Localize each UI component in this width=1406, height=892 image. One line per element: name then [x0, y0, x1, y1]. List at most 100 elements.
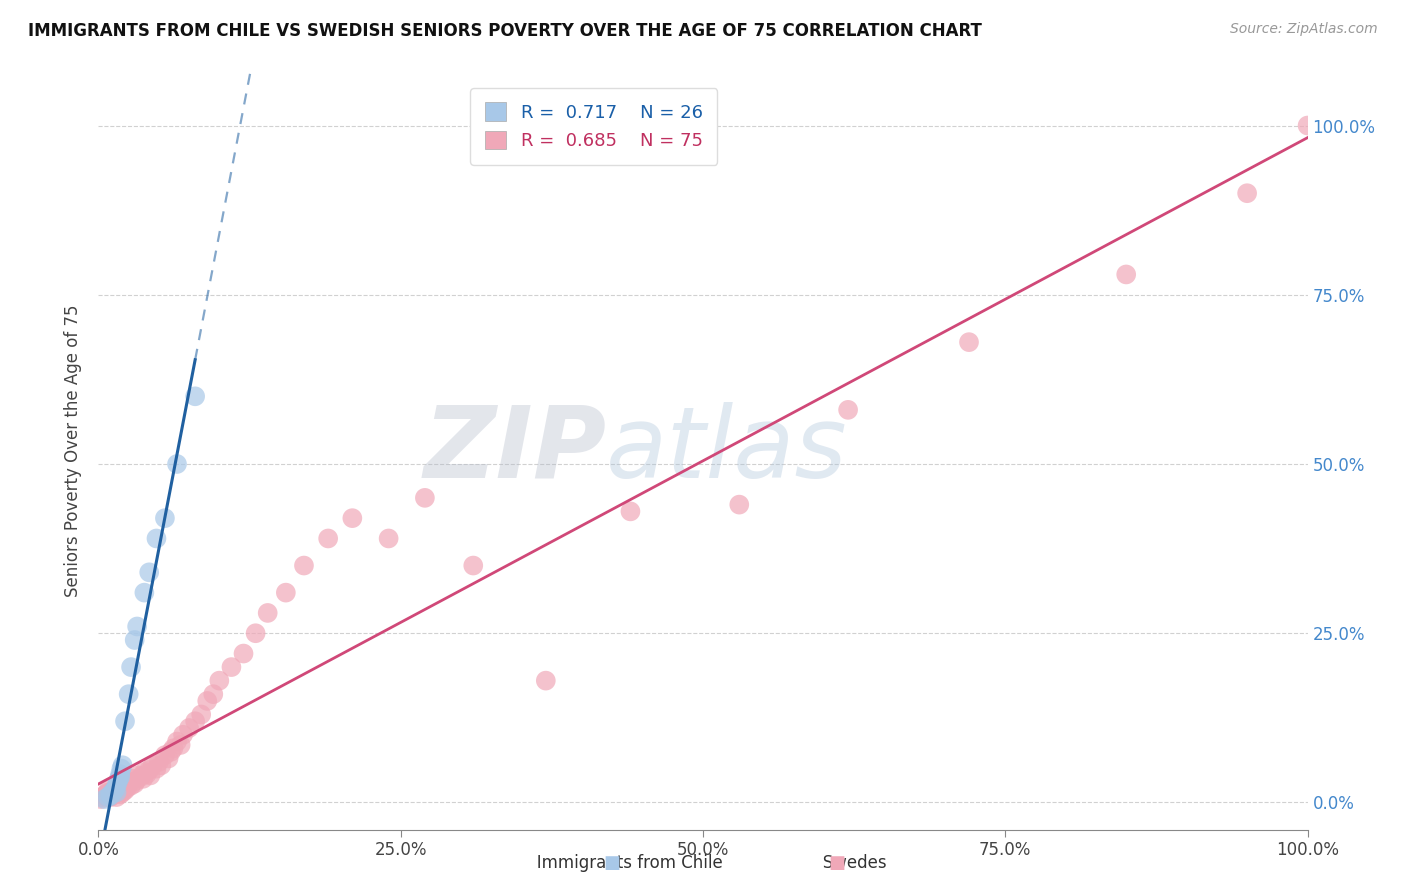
- Point: [110, 781, 132, 796]
- Point: [184, 714, 207, 729]
- Point: [127, 768, 149, 782]
- Point: [184, 389, 207, 403]
- Point: [100, 790, 122, 805]
- Text: atlas: atlas: [606, 402, 848, 499]
- Point: [127, 619, 149, 633]
- Point: [125, 773, 148, 788]
- Point: [108, 783, 131, 797]
- Point: [208, 673, 231, 688]
- Point: [139, 768, 162, 782]
- Point: [957, 335, 980, 350]
- Point: [145, 532, 167, 546]
- Text: ZIP: ZIP: [423, 402, 606, 499]
- Text: Source: ZipAtlas.com: Source: ZipAtlas.com: [1230, 22, 1378, 37]
- Point: [105, 785, 128, 799]
- Point: [172, 728, 194, 742]
- Point: [202, 687, 225, 701]
- Point: [105, 779, 128, 793]
- Point: [134, 764, 156, 779]
- Point: [169, 738, 191, 752]
- Point: [342, 511, 364, 525]
- Point: [153, 511, 176, 525]
- Point: [138, 566, 160, 580]
- Point: [1236, 186, 1258, 201]
- Point: [110, 762, 132, 776]
- Text: IMMIGRANTS FROM CHILE VS SWEDISH SENIORS POVERTY OVER THE AGE OF 75 CORRELATION : IMMIGRANTS FROM CHILE VS SWEDISH SENIORS…: [28, 22, 981, 40]
- Point: [221, 660, 243, 674]
- Point: [837, 402, 859, 417]
- Point: [166, 457, 188, 471]
- Point: [105, 790, 128, 805]
- Point: [179, 721, 201, 735]
- Point: [150, 758, 173, 772]
- Point: [148, 755, 170, 769]
- Point: [104, 785, 127, 799]
- Point: [104, 781, 127, 796]
- Point: [377, 532, 399, 546]
- Point: [97, 790, 120, 805]
- Point: [132, 772, 155, 786]
- Point: [166, 734, 188, 748]
- Point: [108, 767, 131, 781]
- Point: [114, 714, 136, 729]
- Point: [1115, 268, 1137, 282]
- Point: [114, 783, 136, 797]
- Point: [115, 779, 138, 793]
- Point: [103, 783, 125, 797]
- Point: [135, 767, 157, 781]
- Point: [103, 783, 125, 797]
- Point: [96, 789, 118, 803]
- Point: [98, 788, 121, 802]
- Point: [91, 790, 114, 805]
- Point: [118, 775, 141, 789]
- Point: [90, 792, 112, 806]
- Point: [97, 783, 120, 797]
- Point: [619, 504, 641, 518]
- Point: [111, 785, 134, 799]
- Point: [534, 673, 557, 688]
- Point: [107, 785, 129, 799]
- Point: [108, 788, 131, 802]
- Point: [120, 779, 142, 793]
- Point: [100, 789, 122, 803]
- Point: [274, 585, 297, 599]
- Point: [120, 660, 142, 674]
- Point: [124, 776, 146, 790]
- Point: [117, 780, 139, 795]
- Point: [101, 785, 124, 799]
- Point: [101, 788, 124, 802]
- Point: [245, 626, 267, 640]
- Point: [413, 491, 436, 505]
- Point: [100, 788, 122, 802]
- Point: [121, 772, 143, 786]
- Point: [232, 647, 254, 661]
- Point: [94, 788, 117, 802]
- Point: [107, 775, 129, 789]
- Point: [463, 558, 485, 573]
- Point: [105, 781, 128, 796]
- Point: [138, 763, 160, 777]
- Point: [162, 741, 184, 756]
- Text: Swedes: Swedes: [786, 855, 887, 872]
- Point: [118, 687, 141, 701]
- Y-axis label: Seniors Poverty Over the Age of 75: Seniors Poverty Over the Age of 75: [65, 304, 83, 597]
- Legend: R =  0.717    N = 26, R =  0.685    N = 75: R = 0.717 N = 26, R = 0.685 N = 75: [470, 88, 717, 165]
- Point: [1296, 119, 1319, 133]
- Text: ■: ■: [828, 855, 845, 872]
- Point: [160, 745, 183, 759]
- Point: [97, 785, 120, 799]
- Point: [157, 751, 180, 765]
- Point: [134, 585, 156, 599]
- Point: [124, 633, 146, 648]
- Point: [112, 781, 135, 796]
- Point: [93, 789, 115, 803]
- Point: [108, 772, 131, 786]
- Point: [111, 758, 134, 772]
- Point: [145, 762, 167, 776]
- Point: [111, 779, 134, 793]
- Point: [129, 770, 152, 784]
- Point: [100, 785, 122, 799]
- Point: [728, 498, 751, 512]
- Point: [195, 694, 218, 708]
- Point: [153, 748, 176, 763]
